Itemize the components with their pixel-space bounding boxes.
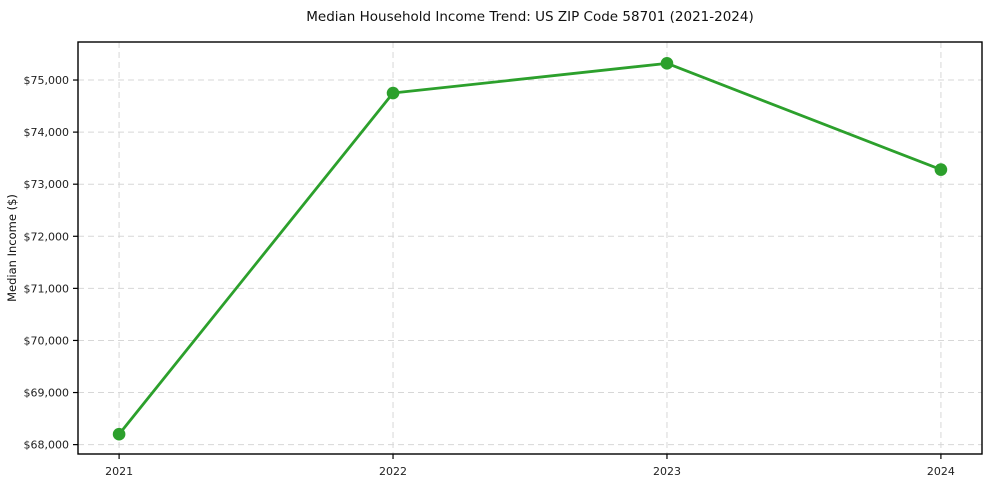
x-tick-label: 2024 bbox=[927, 465, 955, 478]
y-axis-label: Median Income ($) bbox=[5, 194, 19, 302]
trend-line bbox=[117, 61, 943, 436]
series-layer bbox=[112, 57, 948, 441]
x-tick-label: 2023 bbox=[653, 465, 681, 478]
grid-layer bbox=[78, 42, 982, 454]
y-tick-label: $69,000 bbox=[24, 387, 70, 400]
x-tick-label: 2022 bbox=[379, 465, 407, 478]
y-tick-label: $68,000 bbox=[24, 439, 70, 452]
y-tick-label: $75,000 bbox=[24, 74, 70, 87]
plot-border bbox=[77, 41, 983, 455]
data-point-2022 bbox=[386, 86, 400, 100]
x-tick-label: 2021 bbox=[105, 465, 133, 478]
y-tick-label: $70,000 bbox=[24, 334, 70, 347]
y-tick-label: $72,000 bbox=[24, 230, 70, 243]
y-tick-label: $74,000 bbox=[24, 126, 70, 139]
axis-layer: $68,000 $69,000 $70,000 $71,000 $72,000 $73,0… bbox=[24, 74, 955, 478]
data-point-2024 bbox=[934, 163, 948, 176]
y-tick-label: $73,000 bbox=[24, 178, 70, 191]
chart-title: Median Household Income Trend: US ZIP Co… bbox=[306, 9, 754, 25]
y-tick-label: $71,000 bbox=[24, 282, 70, 295]
data-point-2023 bbox=[660, 57, 674, 70]
data-point-2021 bbox=[112, 427, 126, 441]
